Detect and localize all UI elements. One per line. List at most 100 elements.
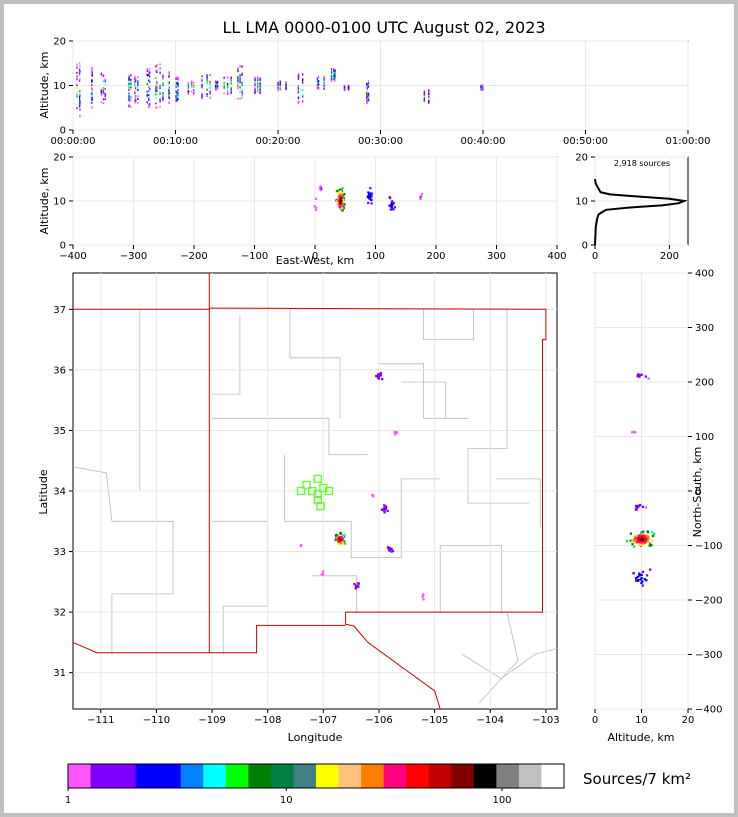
north-south-source [650, 544, 653, 547]
time-height-source [279, 81, 281, 84]
x-tick-label: −400 [59, 251, 86, 262]
y-tick-label: −200 [695, 596, 722, 607]
x-tick-label: 200 [660, 251, 679, 262]
time-height-source [168, 93, 170, 96]
time-height-source [241, 96, 243, 99]
time-height-source [149, 105, 151, 108]
time-height-source [91, 96, 93, 99]
time-height-source [297, 72, 300, 75]
north-south-source [633, 545, 636, 548]
lma-station-marker [313, 474, 322, 484]
time-height-source [100, 93, 103, 96]
time-height-source [137, 102, 139, 105]
time-height-source [176, 98, 178, 101]
time-height-source [241, 94, 243, 97]
time-height-source [156, 71, 158, 74]
north-south-source [652, 532, 656, 536]
time-height-source [128, 105, 130, 108]
time-height-source [223, 76, 225, 79]
east-west-source [314, 197, 318, 200]
north-south-source [637, 540, 640, 544]
east-west-source [342, 200, 345, 203]
time-height-source [176, 94, 178, 97]
time-height-source [480, 88, 482, 91]
time-height-source [79, 104, 81, 107]
north-south-source [637, 542, 640, 545]
time-height-source [201, 83, 203, 86]
time-height-source [176, 100, 178, 103]
time-height-source [162, 75, 164, 78]
time-height-source [148, 97, 150, 100]
time-height-source [297, 76, 300, 79]
x-tick-label: −103 [532, 715, 559, 726]
time-height-source [334, 74, 336, 77]
time-height-source [334, 77, 336, 80]
time-height-ylabel: Altitude, km [38, 51, 51, 118]
time-height-source [256, 90, 259, 93]
plan-view-source [339, 539, 342, 542]
plan-view-source [390, 547, 393, 551]
time-height-source [146, 82, 148, 85]
x-tick-label: −110 [143, 715, 170, 726]
time-height-source [316, 80, 319, 83]
time-height-source [128, 82, 130, 85]
time-height-source [316, 86, 319, 89]
time-height-source [333, 78, 335, 81]
time-height-source [239, 86, 241, 89]
north-south-source [650, 539, 654, 542]
time-height-source [256, 77, 259, 80]
time-height-source [191, 90, 193, 93]
north-south-source [635, 579, 638, 582]
east-west-source [339, 202, 342, 205]
time-height-source [146, 101, 148, 104]
time-height-source [297, 96, 300, 99]
east-west-source [370, 202, 373, 205]
plan-view-source [354, 587, 357, 590]
north-south-source [640, 531, 643, 534]
time-height-source [334, 68, 336, 71]
north-south-panel: 0 10 20−400 −300 −200 −100 0 100 200 300 400 North… [592, 269, 723, 745]
plan-view-source [394, 433, 397, 436]
time-height-source [301, 100, 304, 103]
time-height-source [128, 74, 130, 77]
time-height-source [316, 84, 319, 87]
north-south-source [638, 534, 641, 538]
time-height-source [149, 71, 151, 74]
time-height-source [134, 81, 136, 84]
north-south-source [640, 581, 643, 585]
time-height-source [149, 75, 151, 78]
time-height-source [134, 79, 137, 82]
north-south-source [637, 504, 640, 508]
time-height-source [279, 80, 281, 83]
north-south-source [651, 531, 654, 534]
time-height-source [317, 79, 320, 82]
time-height-source [223, 81, 225, 84]
time-height-source [256, 85, 259, 88]
north-south-ylabel: North-South, km [691, 447, 704, 538]
time-height-source [206, 94, 208, 97]
time-height-source [155, 87, 157, 90]
plan-view-source [337, 540, 341, 543]
time-height-source [130, 96, 132, 99]
time-height-source [206, 88, 208, 91]
time-height-source [187, 92, 190, 95]
east-west-source [369, 187, 372, 190]
time-height-source [259, 92, 261, 95]
time-height-source [223, 92, 225, 95]
time-height-source [155, 65, 157, 68]
time-height-source [177, 82, 179, 85]
time-height-source [317, 87, 320, 90]
x-tick-label: 20 [682, 715, 695, 726]
time-height-source [216, 87, 219, 90]
time-height-source [241, 91, 243, 94]
time-height-source [79, 78, 81, 81]
colorbar-swatch [68, 764, 91, 788]
time-height-source [301, 78, 304, 81]
plan-view-source [386, 509, 389, 513]
plan-view-source [354, 584, 358, 587]
colorbar-swatch [338, 764, 362, 788]
plan-view-source [380, 508, 384, 512]
figure-frame: LL LMA 0000-0100 UTC August 02, 2023 00:… [4, 4, 734, 813]
time-height-source [104, 93, 106, 96]
east-west-source [338, 203, 341, 207]
